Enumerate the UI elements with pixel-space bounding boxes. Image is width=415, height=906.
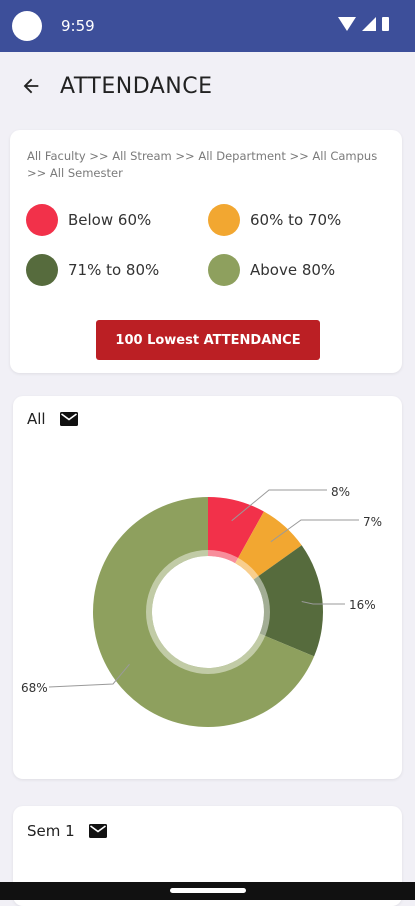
- filter-card: All Faculty >> All Stream >> All Departm…: [10, 130, 402, 373]
- back-arrow-icon[interactable]: [20, 75, 42, 97]
- donut-chart: 8% 7% 16% 68%: [21, 485, 382, 727]
- legend-dot: [26, 254, 58, 286]
- donut-slice-4[interactable]: [92, 497, 315, 727]
- chart-title: All: [27, 410, 46, 428]
- legend-label: Below 60%: [68, 211, 152, 229]
- home-gesture-handle[interactable]: [170, 888, 246, 893]
- legend-dot: [208, 204, 240, 236]
- status-icons: [338, 17, 389, 31]
- data-label-3: 16%: [349, 598, 376, 612]
- lowest-attendance-button[interactable]: 100 Lowest ATTENDANCE: [96, 320, 320, 360]
- page-title: ATTENDANCE: [60, 74, 213, 99]
- legend-item-above-80: Above 80%: [208, 254, 335, 286]
- chart-card-header: Sem 1: [27, 822, 107, 840]
- legend-item-below-60: Below 60%: [26, 204, 151, 236]
- leader-line-4: [48, 663, 130, 688]
- chart-card-header: All: [27, 410, 78, 428]
- data-label-4: 68%: [21, 681, 48, 695]
- mail-icon[interactable]: [88, 824, 107, 838]
- chart-title: Sem 1: [27, 822, 75, 840]
- chart-card-all: All 8% 7% 16% 68%: [13, 396, 402, 779]
- legend-item-71-80: 71% to 80%: [26, 254, 159, 286]
- status-bar: 9:59: [0, 0, 415, 52]
- signal-icon: [362, 17, 376, 31]
- donut-slice-1[interactable]: [208, 497, 264, 564]
- wifi-icon: [338, 17, 356, 31]
- mail-icon[interactable]: [59, 412, 78, 426]
- legend-label: Above 80%: [250, 261, 336, 279]
- app-bar: ATTENDANCE: [0, 52, 415, 122]
- legend-label: 71% to 80%: [68, 261, 160, 279]
- leader-line-3: [301, 601, 345, 605]
- legend-dot: [26, 204, 58, 236]
- leader-line-1: [231, 489, 327, 522]
- data-label-1: 8%: [331, 485, 350, 499]
- navigation-bar: [0, 882, 415, 900]
- breadcrumb[interactable]: All Faculty >> All Stream >> All Departm…: [27, 149, 378, 180]
- legend-item-60-70: 60% to 70%: [208, 204, 341, 236]
- data-label-2: 7%: [363, 515, 382, 529]
- legend-dot: [208, 254, 240, 286]
- donut-slice-2[interactable]: [235, 511, 302, 580]
- camera-cutout: [12, 11, 42, 41]
- donut-inner-ring: [146, 550, 270, 674]
- battery-icon: [382, 17, 389, 31]
- donut-slice-3[interactable]: [253, 545, 323, 657]
- status-time: 9:59: [61, 17, 95, 35]
- leader-line-2: [270, 519, 359, 543]
- legend-label: 60% to 70%: [250, 211, 342, 229]
